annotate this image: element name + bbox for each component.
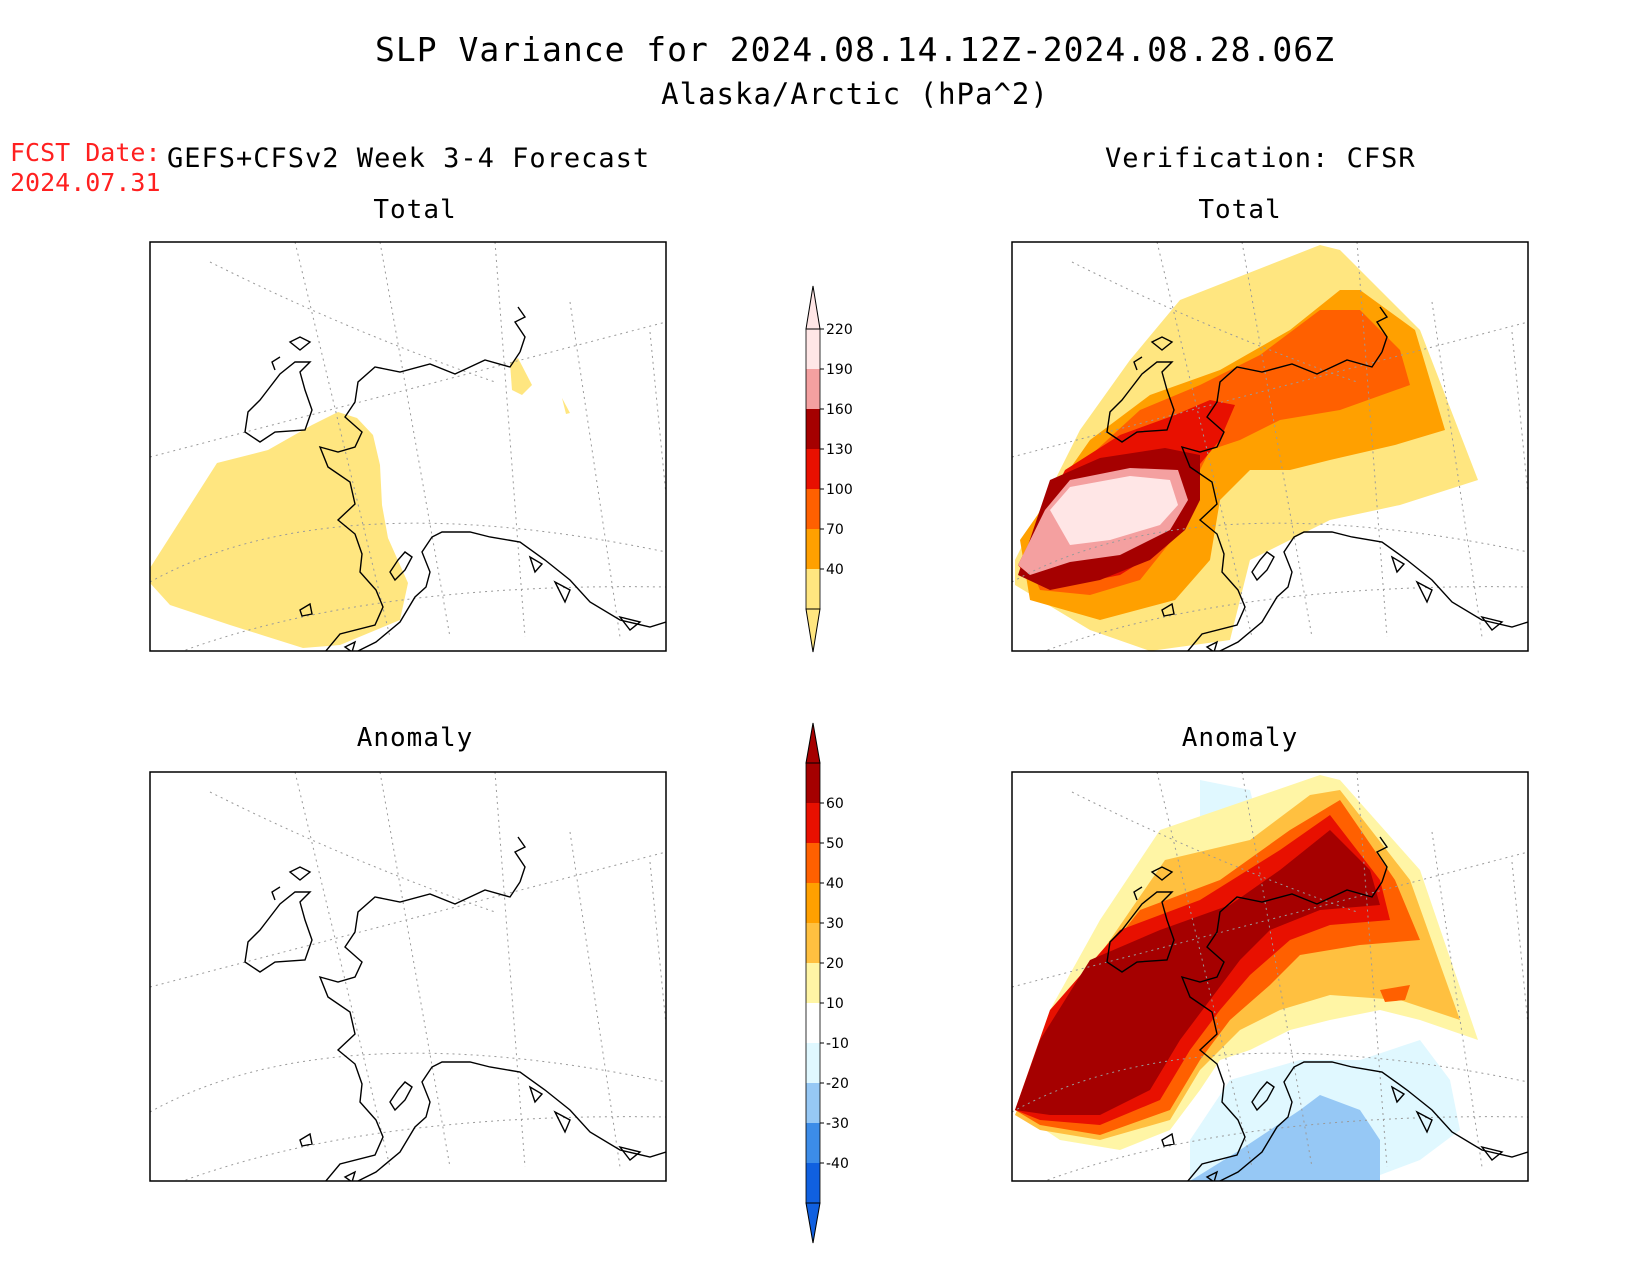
total-colorbar-tick-label: 70 (826, 522, 844, 538)
anomaly-colorbar-frame (805, 762, 821, 1204)
anomaly-colorbar-tick-label: -20 (826, 1076, 849, 1092)
anomaly-colorbar-segment (806, 883, 820, 923)
total-colorbar-segment (806, 569, 820, 609)
forecast-column-header: GEFS+CFSv2 Week 3-4 Forecast (167, 143, 651, 174)
anomaly-colorbar-segment (806, 803, 820, 843)
panel-frame-top-left (149, 241, 667, 652)
anomaly-colorbar-segment (806, 1163, 820, 1203)
total-colorbar-bottom-tip (805, 608, 821, 653)
anomaly-colorbar-tick-label: 60 (826, 796, 844, 812)
forecast-total-map (150, 242, 666, 651)
total-colorbar-tick-label: 160 (826, 402, 853, 418)
total-colorbar-tick-label: 100 (826, 482, 853, 498)
variance-40-70-region (150, 412, 408, 648)
anomaly-colorbar-segment (806, 1043, 820, 1083)
panel-title-bottom-left: Anomaly (357, 723, 474, 753)
total-colorbar-frame (805, 328, 821, 610)
panel-frame-top-right (1011, 241, 1529, 652)
anomaly-colorbar-bottom-tip (805, 1202, 821, 1244)
anomaly-colorbar-tick-label: 30 (826, 916, 844, 932)
total-colorbar-top-tip (805, 285, 821, 330)
variance-40-70-region-east (510, 358, 532, 395)
total-colorbar-tick-label: 190 (826, 362, 853, 378)
total-colorbar-segment (806, 409, 820, 449)
forecast-date-label: FCST Date: (10, 138, 161, 167)
anomaly-colorbar-segment (806, 923, 820, 963)
variance-40-70-region-small (562, 398, 570, 414)
anomaly-colorbar: -40 -30 -20 -10 10 20 30 40 50 60 (805, 722, 849, 1244)
panel-title-top-right: Total (1198, 195, 1281, 225)
anomaly-colorbar-segment (806, 763, 820, 803)
anomaly-colorbar-segment (806, 1083, 820, 1123)
figure-subtitle: Alaska/Arctic (hPa^2) (661, 77, 1049, 111)
forecast-anomaly-map (150, 772, 666, 1181)
anomaly-colorbar-segment (806, 1003, 820, 1043)
total-colorbar: 40 70 100 130 160 190 220 (805, 285, 853, 653)
anomaly-colorbar-tick-label: 10 (826, 996, 844, 1012)
panel-title-bottom-right: Anomaly (1182, 723, 1299, 753)
anomaly-colorbar-tick-label: 50 (826, 836, 844, 852)
figure-title: SLP Variance for 2024.08.14.12Z-2024.08.… (375, 30, 1335, 69)
total-colorbar-segment (806, 329, 820, 369)
panel-frame-bottom-right (1011, 771, 1529, 1182)
anomaly-colorbar-tick-label: -30 (826, 1116, 849, 1132)
total-colorbar-segment (806, 449, 820, 489)
forecast-date-value: 2024.07.31 (10, 168, 161, 197)
total-colorbar-tick-label: 40 (826, 562, 844, 578)
anomaly-colorbar-tick-label: 20 (826, 956, 844, 972)
anomaly-colorbar-tick-label: 40 (826, 876, 844, 892)
verification-anomaly-map (1012, 772, 1528, 1181)
panel-title-top-left: Total (373, 195, 456, 225)
verification-column-header: Verification: CFSR (1105, 143, 1416, 174)
forecast-date-block: FCST Date: 2024.07.31 (10, 138, 161, 198)
anomaly-colorbar-top-tip (805, 722, 821, 764)
total-colorbar-tick-label: 130 (826, 442, 853, 458)
anomaly-colorbar-tick-label: -10 (826, 1036, 849, 1052)
anomaly-colorbar-segment (806, 843, 820, 883)
anomaly-colorbar-tick-label: -40 (826, 1156, 849, 1172)
total-colorbar-segment (806, 369, 820, 409)
total-colorbar-tick-label: 220 (826, 322, 853, 338)
total-colorbar-segment (806, 529, 820, 569)
anomaly-colorbar-segment (806, 1123, 820, 1163)
anomaly-colorbar-segment (806, 963, 820, 1003)
panel-frame-bottom-left (149, 771, 667, 1182)
total-colorbar-segment (806, 489, 820, 529)
verification-total-map (1012, 242, 1528, 651)
